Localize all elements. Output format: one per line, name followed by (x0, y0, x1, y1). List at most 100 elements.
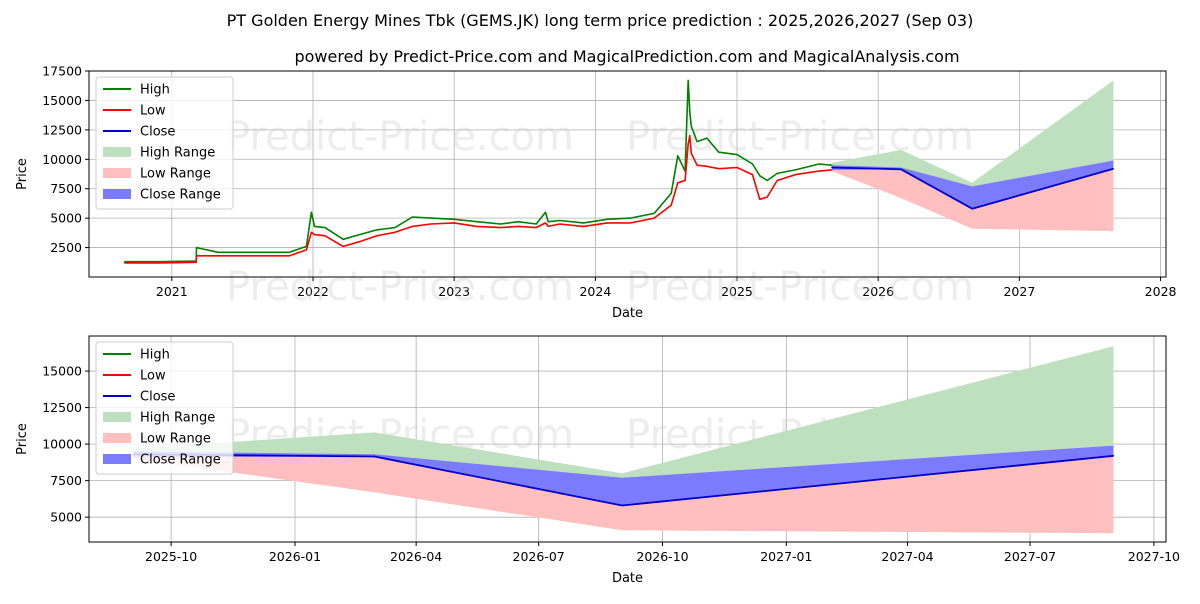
high-point (453, 218, 455, 220)
low-point (670, 204, 672, 206)
high-point (759, 175, 761, 177)
legend-label-low: Low (140, 104, 166, 119)
x-tick-label: 2026-04 (390, 549, 442, 564)
high-point (766, 179, 768, 182)
high-point (288, 251, 290, 253)
x-tick-label: 2025 (721, 284, 753, 299)
legend-swatch-close-range (103, 189, 131, 199)
high-point (736, 154, 738, 156)
x-tick-label: 2026-10 (636, 549, 688, 564)
low-range-area (133, 454, 1114, 534)
watermark-text: Predict-Price.com (226, 264, 574, 310)
high-point (818, 163, 820, 165)
high-point (696, 141, 698, 143)
low-point (342, 245, 344, 247)
high-point (689, 111, 691, 113)
watermark-text: Predict-Price.com (626, 264, 974, 310)
y-tick-label: 17500 (42, 64, 82, 79)
y-tick-label: 7500 (50, 181, 82, 196)
x-tick-label: 2027-01 (760, 549, 812, 564)
low-point (606, 222, 609, 224)
low-point (253, 255, 255, 257)
high-line (124, 79, 832, 263)
legend-item-high-range: High Range (103, 411, 215, 426)
low-point (718, 168, 720, 170)
low-point (310, 231, 312, 233)
high-point (310, 211, 312, 213)
y-tick-label: 7500 (50, 473, 82, 488)
low-point (751, 174, 754, 176)
legend-label-close-range: Close Range (140, 188, 221, 203)
legend-item-close-range: Close Range (103, 188, 221, 203)
legend-item-high: High (103, 348, 170, 363)
high-point (653, 212, 655, 214)
high-point (376, 229, 378, 231)
high-point (582, 222, 585, 224)
high-point (394, 227, 396, 229)
legend-label-close-range: Close Range (140, 453, 221, 468)
y-tick-label: 10000 (42, 437, 82, 452)
x-tick-label: 2027-07 (1004, 549, 1056, 564)
low-point (759, 198, 761, 200)
high-point (776, 172, 778, 174)
legend-item-high-range: High Range (103, 146, 215, 161)
high-point (500, 223, 502, 225)
low-point (324, 235, 326, 237)
low-point (358, 241, 360, 243)
y-tick-label: 2500 (50, 240, 82, 255)
close-point (831, 166, 833, 169)
high-point (687, 79, 689, 81)
high-point (670, 192, 672, 194)
x-axis-label: Date (612, 571, 643, 586)
low-range-area (831, 167, 1114, 232)
low-point (687, 143, 689, 145)
chart-subtitle: powered by Predict-Price.com and Magical… (294, 47, 959, 66)
plot-frame (88, 70, 1167, 278)
legend-label-high: High (140, 348, 170, 363)
high-point (324, 227, 326, 229)
legend-item-close: Close (103, 390, 175, 405)
close-line (831, 166, 1114, 210)
low-point (653, 217, 655, 219)
low-point (544, 222, 547, 224)
legend-label-low: Low (140, 369, 166, 384)
legend: High Low Close High Range Low Range Close Ran… (95, 341, 234, 475)
x-axis-label: Date (612, 306, 643, 321)
high-range-area (831, 80, 1114, 187)
low-point (305, 249, 307, 251)
x-tick-label: 2027-04 (881, 549, 933, 564)
legend-item-low-range: Low Range (103, 432, 211, 447)
low-point (159, 262, 161, 264)
close-point (971, 208, 973, 210)
high-point (690, 125, 692, 127)
low-point (376, 235, 378, 237)
legend-item-close: Close (103, 125, 175, 140)
high-point (217, 251, 219, 253)
x-tick-label: 2021 (156, 284, 188, 299)
legend-label-close: Close (140, 125, 175, 140)
x-tick-label: 2026-07 (513, 549, 565, 564)
high-point (794, 169, 797, 171)
low-point (690, 152, 692, 154)
low-point (677, 182, 679, 184)
high-point (430, 217, 432, 219)
close-point (373, 455, 375, 458)
low-point (195, 255, 198, 257)
low-point (535, 227, 537, 229)
low-point (394, 231, 396, 233)
low-point (689, 135, 691, 137)
x-tick-label: 2027 (1003, 284, 1035, 299)
y-tick-label: 10000 (42, 152, 82, 167)
low-point (547, 225, 549, 227)
high-point (606, 218, 609, 220)
low-point (818, 170, 820, 172)
y-tick-label: 12500 (42, 400, 82, 415)
high-point (831, 164, 833, 166)
legend-swatch-low-range (103, 433, 131, 443)
low-point (706, 165, 708, 167)
high-point (342, 238, 344, 240)
plot-frame (88, 335, 1167, 543)
high-point (517, 221, 519, 223)
low-point (195, 261, 197, 263)
